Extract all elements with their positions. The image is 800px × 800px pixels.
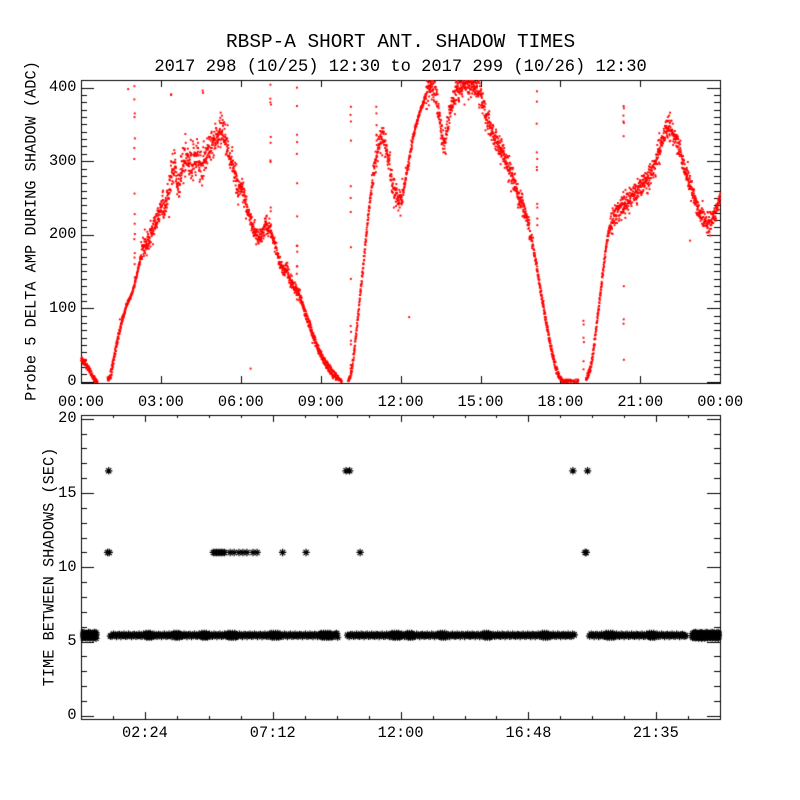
- top-x-tick-label: 09:00: [297, 392, 344, 411]
- bottom-y-tick-label: 5: [67, 632, 77, 651]
- bottom-y-tick-label: 10: [58, 557, 77, 576]
- bottom-x-tick-label: 07:12: [249, 723, 296, 742]
- top-y-tick-label: 300: [48, 151, 77, 170]
- bottom-x-tick-label: 12:00: [377, 723, 424, 742]
- bottom-y-axis-title: TIME BETWEEN SHADOWS (SEC): [39, 447, 58, 687]
- bottom-x-tick-label: 21:35: [632, 723, 679, 742]
- top-x-tick-label: 03:00: [137, 392, 184, 411]
- top-x-tick-label: 12:00: [377, 392, 424, 411]
- top-x-tick-label: 18:00: [537, 392, 584, 411]
- top-x-tick-label: 06:00: [217, 392, 264, 411]
- bottom-y-tick-label: 15: [58, 483, 77, 502]
- bottom-x-tick-label: 02:24: [121, 723, 168, 742]
- top-x-tick-label: 21:00: [617, 392, 664, 411]
- top-x-tick-label: 00:00: [697, 392, 744, 411]
- top-y-tick-label: 100: [48, 298, 77, 317]
- top-x-tick-label: 15:00: [457, 392, 504, 411]
- top-x-tick-label: 00:00: [58, 392, 104, 411]
- top-y-tick-label: 400: [48, 78, 77, 97]
- chart-title: RBSP-A SHORT ANT. SHADOW TIMES: [226, 30, 576, 53]
- bottom-y-tick-label: 0: [67, 706, 77, 725]
- top-y-tick-label: 200: [48, 225, 77, 244]
- bottom-y-tick-label: 20: [58, 409, 77, 428]
- chart-subtitle: 2017 298 (10/25) 12:30 to 2017 299 (10/2…: [154, 58, 647, 77]
- top-y-tick-label: 0: [67, 372, 77, 391]
- top-y-axis-title: Probe 5 DELTA AMP DURING SHADOW (ADC): [21, 61, 40, 401]
- bottom-x-tick-label: 16:48: [505, 723, 552, 742]
